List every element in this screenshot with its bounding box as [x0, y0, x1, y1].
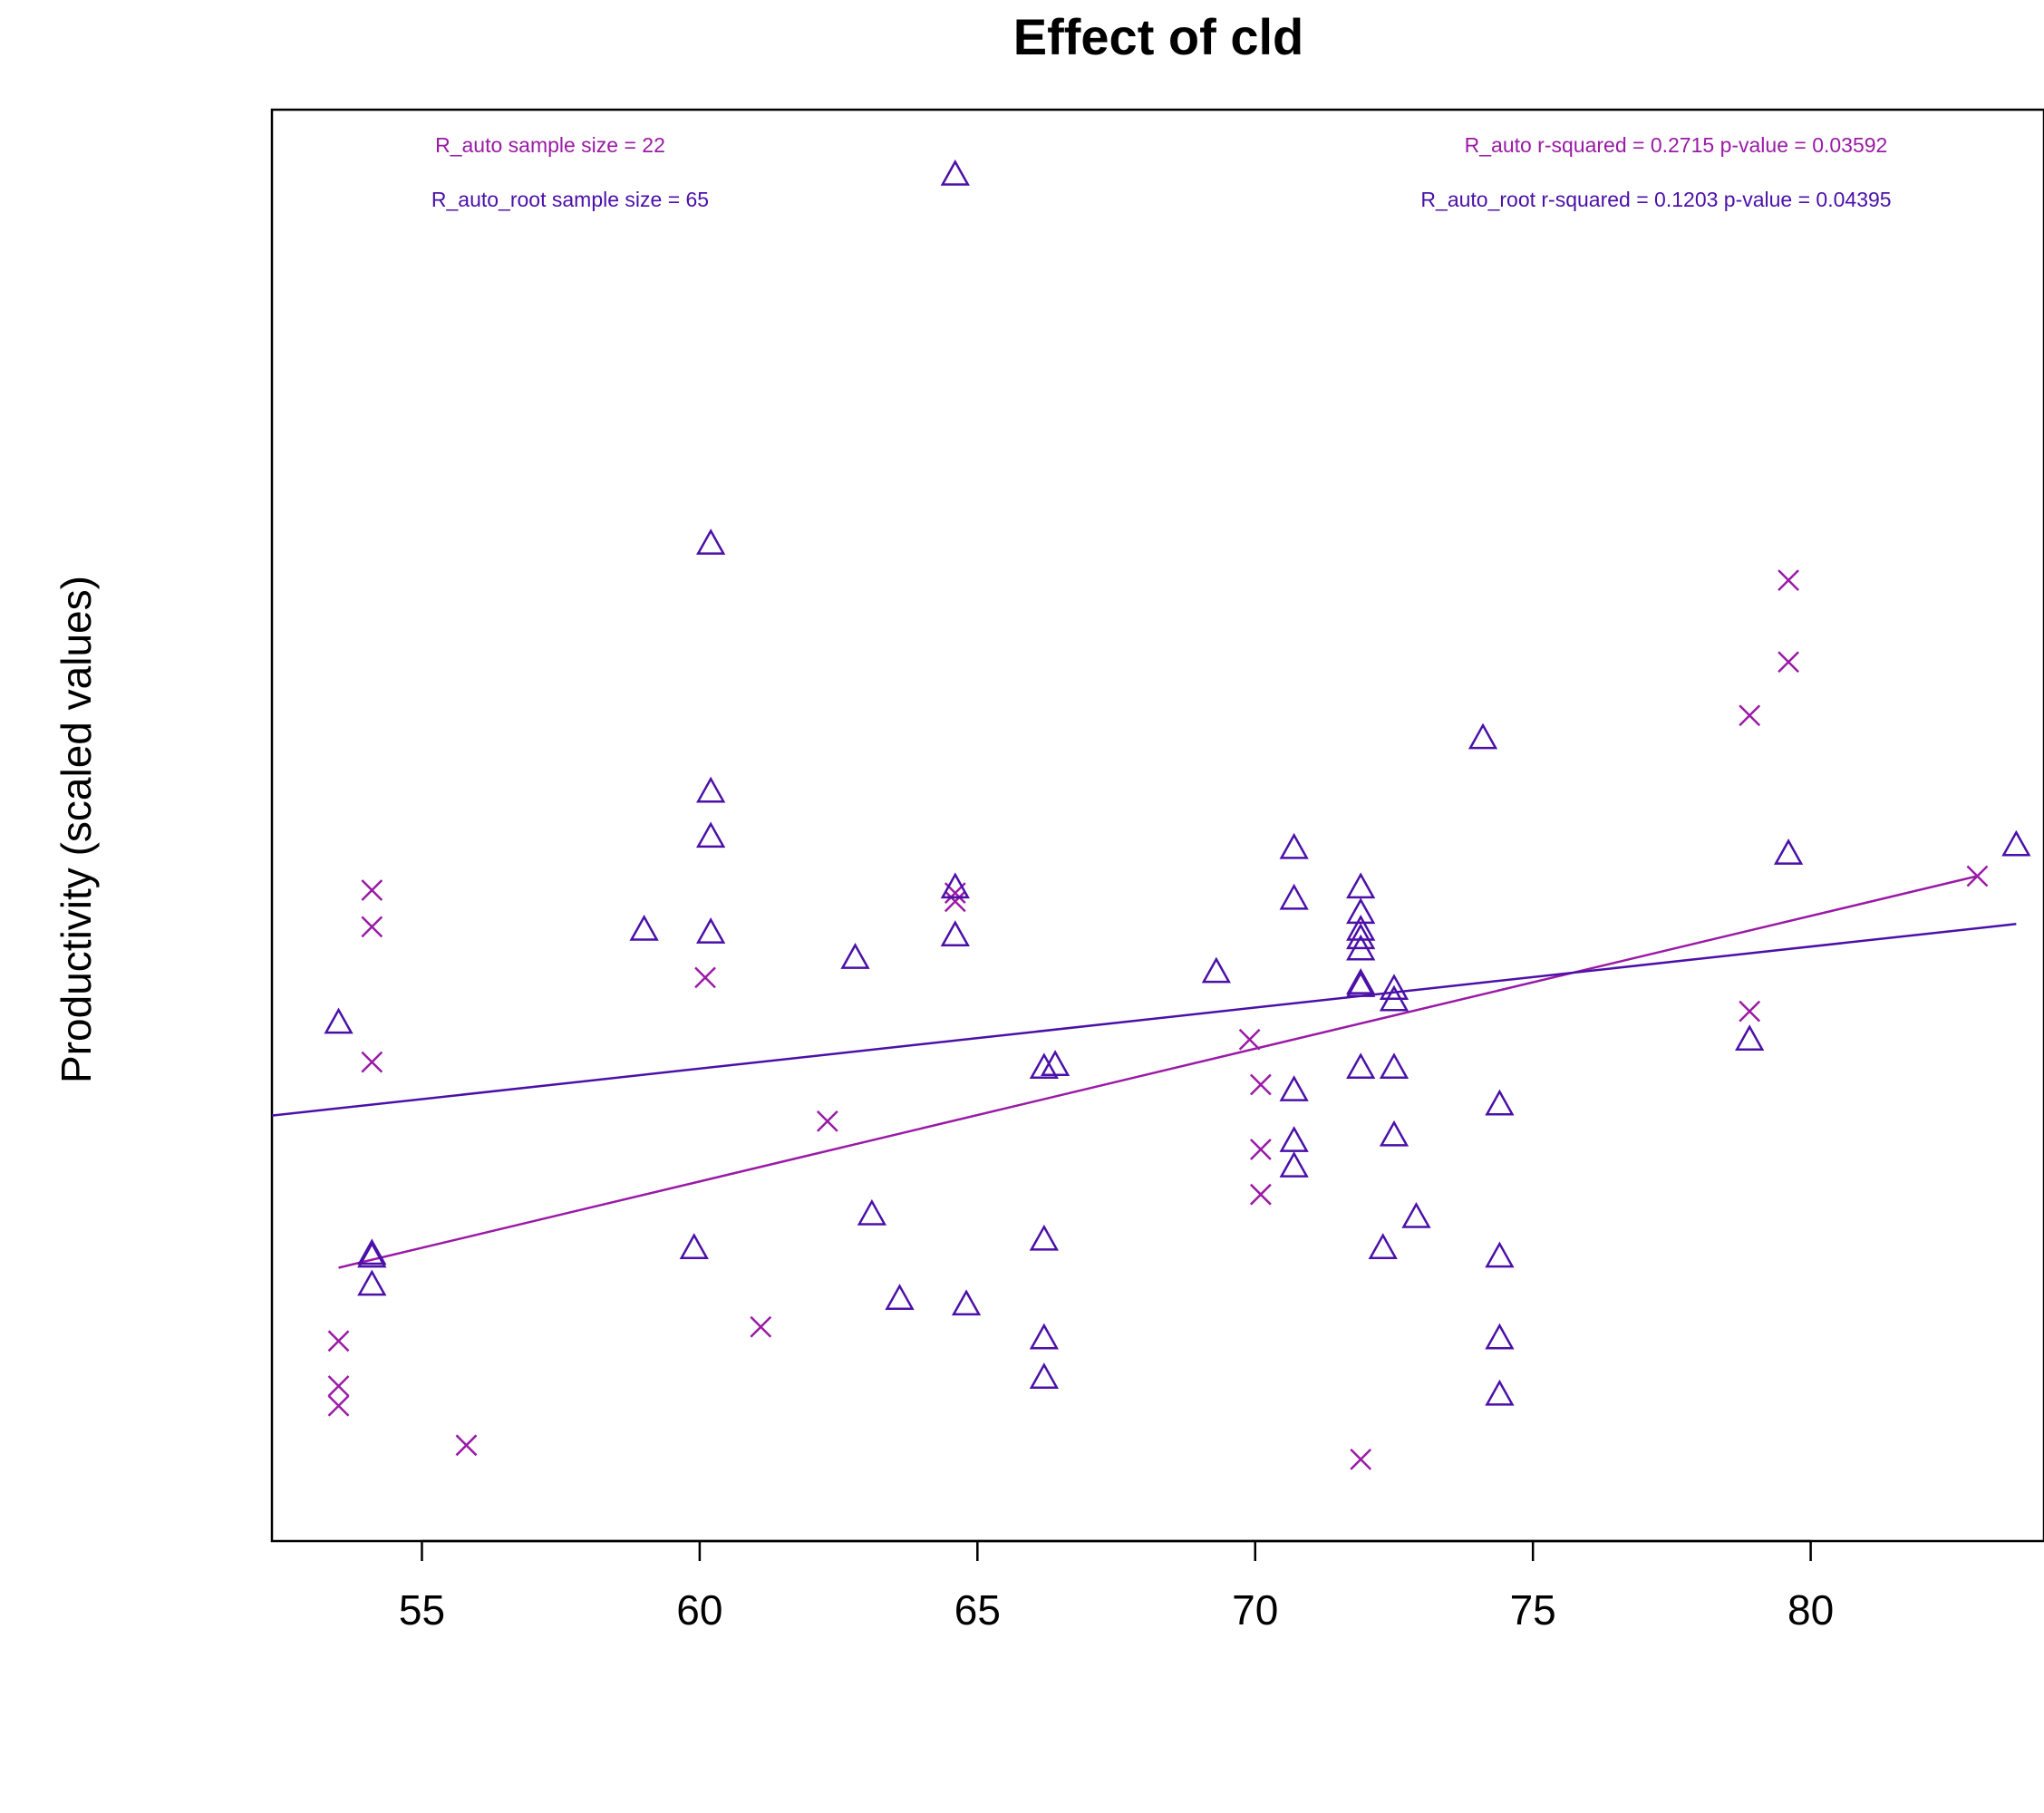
point-r-auto: [1350, 1448, 1372, 1470]
annotation-root-stats: R_auto_root r-squared = 0.1203 p-value =…: [1420, 188, 1891, 211]
regression-lines: [271, 875, 2017, 1269]
point-r-auto: [816, 1110, 838, 1132]
point-r-auto-root: [1468, 722, 1498, 750]
point-r-auto-root: [1279, 1151, 1309, 1178]
point-r-auto-root: [1346, 897, 1376, 925]
annotation-auto-stats: R_auto r-squared = 0.2715 p-value = 0.03…: [1465, 133, 1888, 157]
point-r-auto-root: [1346, 971, 1376, 997]
point-r-auto-root: [1485, 1089, 1515, 1116]
point-r-auto-root: [1346, 1052, 1376, 1080]
point-r-auto-root: [1346, 914, 1376, 941]
point-r-auto-root: [1401, 1201, 1431, 1228]
point-r-auto-root: [1773, 839, 1804, 865]
x-tick-label: 65: [954, 1586, 1001, 1634]
point-r-auto: [750, 1315, 772, 1338]
point-r-auto: [361, 1051, 383, 1073]
x-tick-label: 55: [399, 1586, 445, 1634]
y-axis-label: Productivity (scaled values): [53, 576, 100, 1083]
plot-frame: [270, 108, 2044, 1543]
x-axis: 55 60 65 70 75 80: [399, 1539, 1834, 1634]
point-r-auto: [361, 916, 383, 938]
point-r-auto-root: [1029, 1224, 1060, 1251]
point-r-auto-root: [1279, 1075, 1309, 1101]
point-r-auto-root: [1379, 974, 1409, 1001]
point-r-auto-root: [1368, 1233, 1398, 1259]
point-r-auto: [1739, 1000, 1761, 1023]
point-r-auto: [1249, 1073, 1272, 1096]
point-r-auto: [694, 966, 716, 989]
point-r-auto-root: [857, 1198, 887, 1226]
point-r-auto-root: [1485, 1241, 1515, 1268]
point-r-auto-root: [2001, 829, 2031, 857]
point-r-auto: [1238, 1028, 1261, 1051]
annotation-auto-sample-size: R_auto sample size = 22: [435, 133, 665, 157]
point-r-auto: [1249, 1183, 1272, 1206]
point-r-auto: [1739, 704, 1761, 727]
point-r-auto-root: [1346, 934, 1376, 961]
point-r-auto: [327, 1330, 350, 1352]
point-r-auto: [327, 1394, 350, 1417]
point-r-auto-root: [1379, 984, 1409, 1012]
point-r-auto-root: [1346, 872, 1376, 899]
point-r-auto-root: [629, 914, 659, 941]
point-r-auto-root: [1279, 1126, 1309, 1152]
point-r-auto: [1249, 1139, 1272, 1160]
point-r-auto: [1778, 569, 1799, 591]
chart-title: Effect of cld: [1013, 8, 1303, 65]
point-r-auto-root: [840, 943, 870, 969]
point-r-auto-root: [679, 1233, 709, 1259]
point-r-auto-root: [1040, 1050, 1070, 1076]
point-r-auto-root: [1346, 923, 1376, 950]
point-r-auto-root: [696, 528, 726, 555]
fit-line-r-auto-root: [271, 923, 2017, 1117]
point-r-auto-root: [940, 872, 970, 899]
point-r-auto: [944, 890, 966, 913]
point-r-auto-root: [696, 776, 726, 803]
point-r-auto: [1778, 651, 1799, 674]
point-r-auto-root: [1201, 956, 1231, 984]
annotation-root-sample-size: R_auto_root sample size = 65: [431, 188, 709, 211]
point-r-auto-root: [1485, 1379, 1515, 1406]
point-r-auto: [1966, 865, 1989, 887]
point-r-auto-root: [1029, 1323, 1060, 1350]
x-tick-label: 80: [1787, 1586, 1834, 1634]
x-tick-label: 60: [676, 1586, 722, 1634]
point-r-auto-root: [940, 920, 970, 946]
point-r-auto-root: [1735, 1024, 1765, 1051]
fit-line-r-auto: [338, 875, 1978, 1269]
point-r-auto: [455, 1434, 478, 1457]
point-r-auto: [361, 879, 383, 901]
point-r-auto-root: [324, 1007, 354, 1034]
data-points: [324, 159, 2031, 1470]
point-r-auto-root: [696, 917, 726, 944]
point-r-auto-root: [1346, 968, 1376, 994]
point-r-auto-root: [1279, 883, 1309, 910]
point-r-auto: [327, 1375, 350, 1397]
point-r-auto-root: [1029, 1052, 1060, 1080]
x-tick-label: 75: [1510, 1586, 1556, 1634]
point-r-auto-root: [357, 1269, 387, 1296]
point-r-auto-root: [1379, 1052, 1409, 1080]
point-r-auto-root: [357, 1238, 387, 1265]
point-r-auto-root: [940, 159, 970, 186]
point-r-auto-root: [1485, 1323, 1515, 1350]
point-r-auto-root: [951, 1289, 982, 1316]
point-r-auto-root: [885, 1284, 915, 1310]
point-r-auto-root: [1029, 1362, 1060, 1389]
point-r-auto-root: [1379, 1120, 1409, 1147]
point-r-auto-root: [357, 1241, 387, 1268]
point-r-auto-root: [1279, 832, 1309, 859]
x-tick-label: 70: [1232, 1586, 1278, 1634]
point-r-auto-root: [696, 821, 726, 848]
